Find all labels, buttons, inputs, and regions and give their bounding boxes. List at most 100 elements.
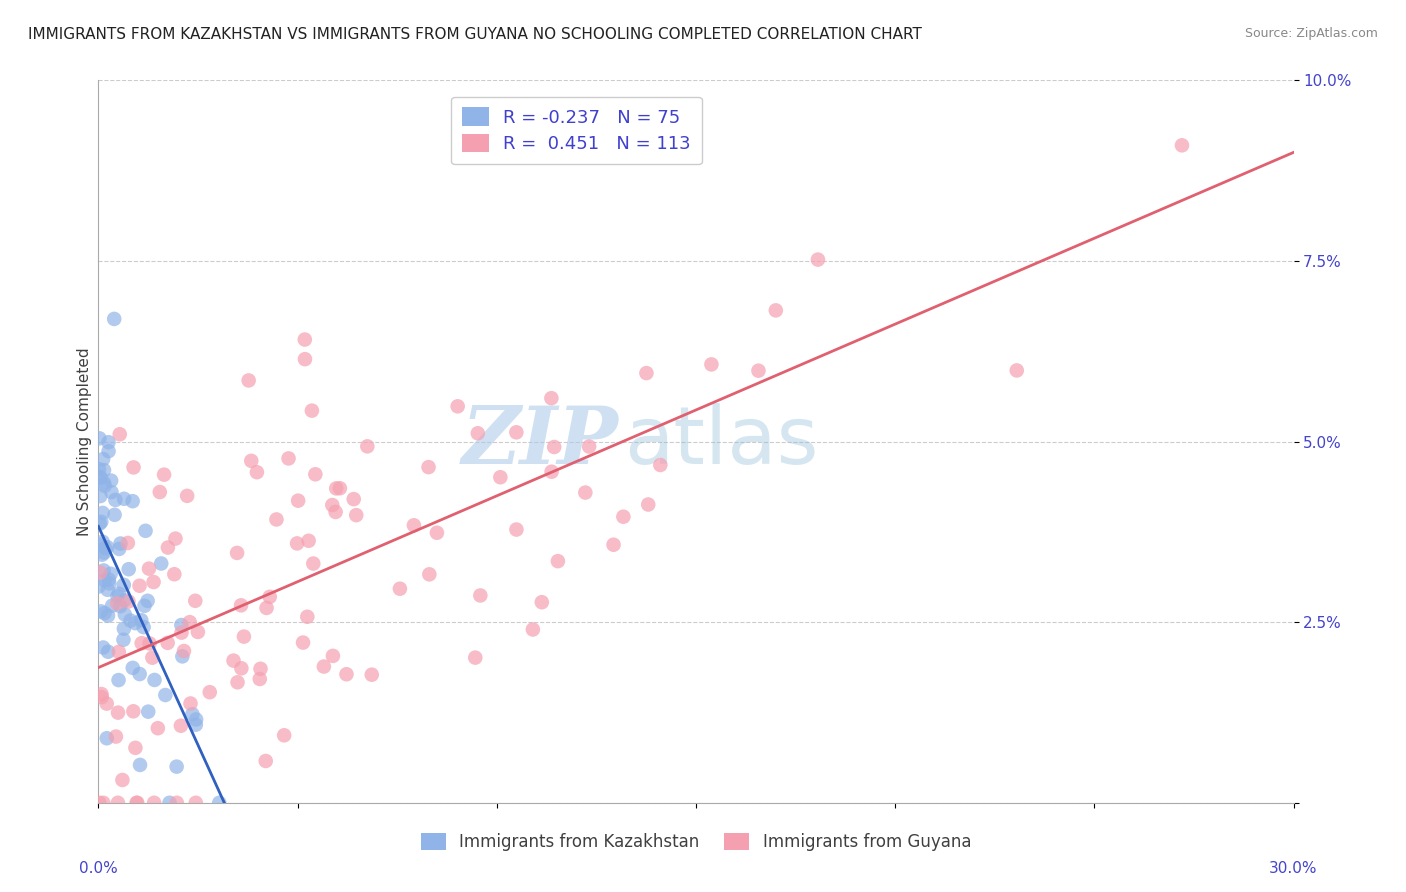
Point — [226, 546, 249, 560]
Point — [118, 562, 141, 576]
Point — [122, 704, 145, 718]
Point — [103, 312, 125, 326]
Point — [285, 536, 308, 550]
Point — [90, 690, 112, 704]
Point — [131, 636, 153, 650]
Point — [184, 713, 207, 727]
Point — [89, 796, 111, 810]
Point — [93, 476, 115, 491]
Text: 30.0%: 30.0% — [1270, 861, 1317, 876]
Point — [637, 498, 659, 512]
Point — [335, 667, 357, 681]
Point — [325, 482, 347, 496]
Point — [97, 444, 120, 458]
Point — [246, 465, 269, 479]
Point — [418, 460, 440, 475]
Text: atlas: atlas — [624, 402, 818, 481]
Point — [166, 796, 188, 810]
Point — [96, 540, 118, 554]
Point — [91, 548, 114, 562]
Point — [97, 582, 120, 597]
Point — [402, 518, 425, 533]
Point — [156, 541, 179, 555]
Text: 0.0%: 0.0% — [79, 861, 118, 876]
Point — [163, 567, 186, 582]
Point — [231, 661, 253, 675]
Point — [325, 505, 347, 519]
Point — [418, 567, 440, 582]
Point — [107, 590, 129, 604]
Point — [114, 593, 136, 607]
Point — [91, 534, 114, 549]
Point — [107, 706, 129, 720]
Point — [141, 650, 163, 665]
Point — [134, 599, 156, 613]
Point — [574, 485, 596, 500]
Point — [650, 458, 672, 472]
Point — [176, 489, 198, 503]
Point — [464, 650, 486, 665]
Point — [93, 606, 115, 620]
Point — [170, 618, 193, 632]
Point — [292, 635, 315, 649]
Point — [124, 740, 146, 755]
Point — [184, 717, 207, 731]
Point — [87, 580, 110, 594]
Point — [89, 470, 111, 484]
Point — [89, 538, 111, 552]
Point — [91, 640, 114, 655]
Point — [107, 645, 129, 659]
Point — [108, 541, 131, 556]
Point — [208, 796, 231, 810]
Point — [344, 508, 367, 523]
Point — [198, 685, 221, 699]
Point — [129, 758, 152, 772]
Text: ZIP: ZIP — [461, 403, 619, 480]
Point — [266, 512, 288, 526]
Point — [90, 687, 112, 701]
Point — [98, 576, 121, 591]
Point — [111, 772, 134, 787]
Point — [110, 536, 132, 550]
Point — [117, 536, 139, 550]
Point — [249, 662, 271, 676]
Point — [100, 566, 122, 581]
Point — [184, 796, 207, 810]
Legend: Immigrants from Kazakhstan, Immigrants from Guyana: Immigrants from Kazakhstan, Immigrants f… — [412, 825, 980, 860]
Point — [107, 796, 129, 810]
Point — [156, 636, 179, 650]
Point — [146, 721, 169, 735]
Point — [93, 546, 115, 560]
Point — [222, 654, 245, 668]
Point — [91, 506, 114, 520]
Point — [112, 491, 135, 506]
Point — [229, 599, 252, 613]
Point — [277, 451, 299, 466]
Point — [155, 688, 177, 702]
Point — [93, 574, 115, 588]
Point — [807, 252, 830, 267]
Point — [166, 759, 188, 773]
Point — [467, 426, 489, 441]
Point — [127, 796, 149, 810]
Point — [238, 374, 260, 388]
Point — [184, 594, 207, 608]
Point — [121, 661, 143, 675]
Point — [128, 667, 150, 681]
Point — [89, 489, 111, 503]
Point — [356, 439, 378, 453]
Point — [136, 705, 159, 719]
Point — [89, 566, 111, 580]
Point — [578, 440, 600, 454]
Point — [112, 632, 135, 647]
Point — [125, 796, 148, 810]
Point — [226, 675, 249, 690]
Point — [142, 575, 165, 590]
Text: IMMIGRANTS FROM KAZAKHSTAN VS IMMIGRANTS FROM GUYANA NO SCHOOLING COMPLETED CORR: IMMIGRANTS FROM KAZAKHSTAN VS IMMIGRANTS… — [28, 27, 922, 42]
Point — [96, 697, 118, 711]
Point — [112, 622, 135, 636]
Point — [297, 609, 319, 624]
Point — [302, 557, 325, 571]
Point — [179, 697, 201, 711]
Point — [120, 614, 142, 628]
